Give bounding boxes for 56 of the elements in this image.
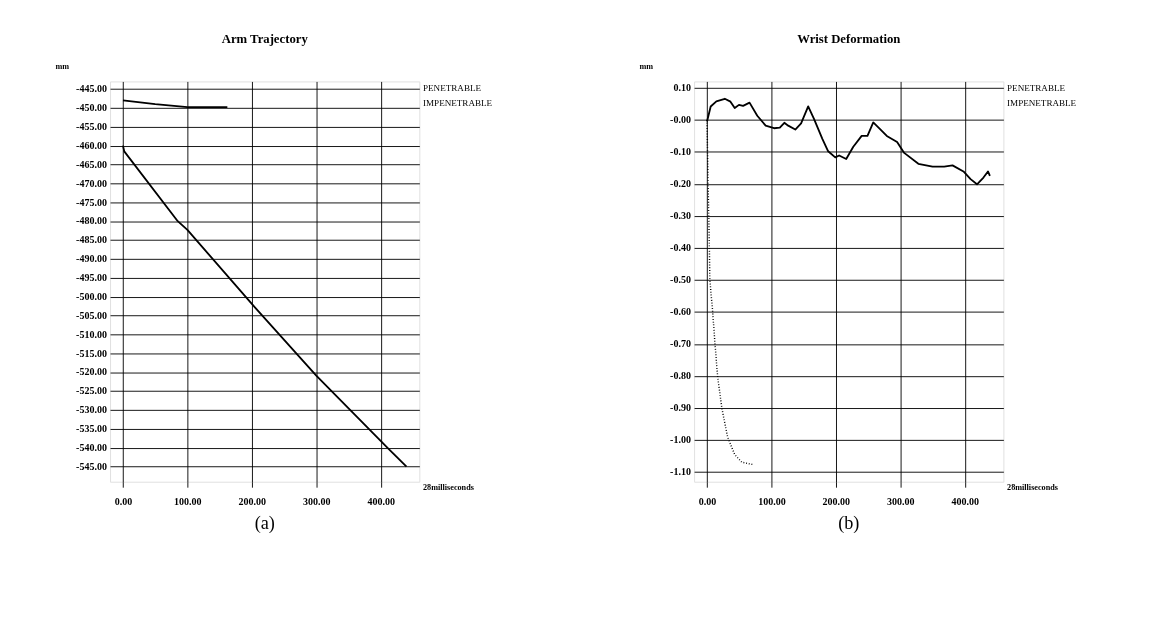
x-tick-label: 100.00 xyxy=(174,495,202,507)
chart-title: Arm Trajectory xyxy=(221,32,309,47)
y-tick-label: -1.10 xyxy=(670,466,691,478)
y-tick-label: -455.00 xyxy=(76,120,107,132)
text: PENETRABLE xyxy=(1007,83,1066,94)
y-tick-label: -545.00 xyxy=(76,460,107,472)
y-axis-title: mm xyxy=(639,61,654,71)
x-tick-label: 0.00 xyxy=(698,495,717,507)
y-tick-label: -515.00 xyxy=(76,347,107,359)
x-tick-label: 400.00 xyxy=(367,495,395,507)
y-tick-label: -0.70 xyxy=(670,338,691,350)
x-tick-label: 100.00 xyxy=(758,495,786,507)
y-tick-label: -490.00 xyxy=(76,253,107,265)
y-tick-label: -540.00 xyxy=(76,441,107,453)
x-axis-title: 28milliseconds xyxy=(423,482,474,492)
y-tick-label: -0.90 xyxy=(670,402,691,414)
y-tick-label: -0.40 xyxy=(670,242,691,254)
y-tick-label: -500.00 xyxy=(76,290,107,302)
y-tick-label: -495.00 xyxy=(76,272,107,284)
text: PENETRABLE xyxy=(423,83,482,94)
y-tick-label: -0.20 xyxy=(670,178,691,190)
x-axis-title: 28milliseconds xyxy=(1007,482,1058,492)
y-tick-label: -510.00 xyxy=(76,328,107,340)
y-tick-label: -480.00 xyxy=(76,215,107,227)
y-tick-label: -0.30 xyxy=(670,210,691,222)
y-tick-label: -450.00 xyxy=(76,102,107,114)
x-tick-label: 0.00 xyxy=(114,495,133,507)
text: (b) xyxy=(838,513,860,535)
y-tick-label: -475.00 xyxy=(76,196,107,208)
y-tick-label: -0.10 xyxy=(670,146,691,158)
y-tick-label: -485.00 xyxy=(76,234,107,246)
y-tick-label: -0.80 xyxy=(670,370,691,382)
text: IMPENETRABLE xyxy=(423,98,493,109)
x-tick-label: 300.00 xyxy=(302,495,331,507)
x-tick-label: 200.00 xyxy=(238,495,267,507)
y-tick-label: -470.00 xyxy=(76,177,107,189)
y-tick-label: -530.00 xyxy=(76,404,107,416)
y-tick-label: 0.10 xyxy=(673,82,691,94)
text: (a) xyxy=(254,513,275,535)
y-tick-label: -0.50 xyxy=(670,274,691,286)
x-tick-label: 400.00 xyxy=(951,495,979,507)
text: IMPENETRABLE xyxy=(1007,98,1077,109)
x-tick-label: 300.00 xyxy=(887,495,915,507)
y-tick-label: -445.00 xyxy=(76,83,107,95)
y-tick-label: -525.00 xyxy=(76,385,107,397)
y-tick-label: -520.00 xyxy=(76,366,107,378)
y-tick-label: -465.00 xyxy=(76,158,107,170)
y-tick-label: -460.00 xyxy=(76,139,107,151)
y-tick-label: -535.00 xyxy=(76,423,107,435)
chart-title: Wrist Deformation xyxy=(797,32,901,47)
y-tick-label: -505.00 xyxy=(76,309,107,321)
y-tick-label: -1.00 xyxy=(670,434,691,446)
y-axis-title: mm xyxy=(55,61,70,71)
x-tick-label: 200.00 xyxy=(822,495,851,507)
y-tick-label: -0.00 xyxy=(670,114,691,126)
y-tick-label: -0.60 xyxy=(670,306,691,318)
